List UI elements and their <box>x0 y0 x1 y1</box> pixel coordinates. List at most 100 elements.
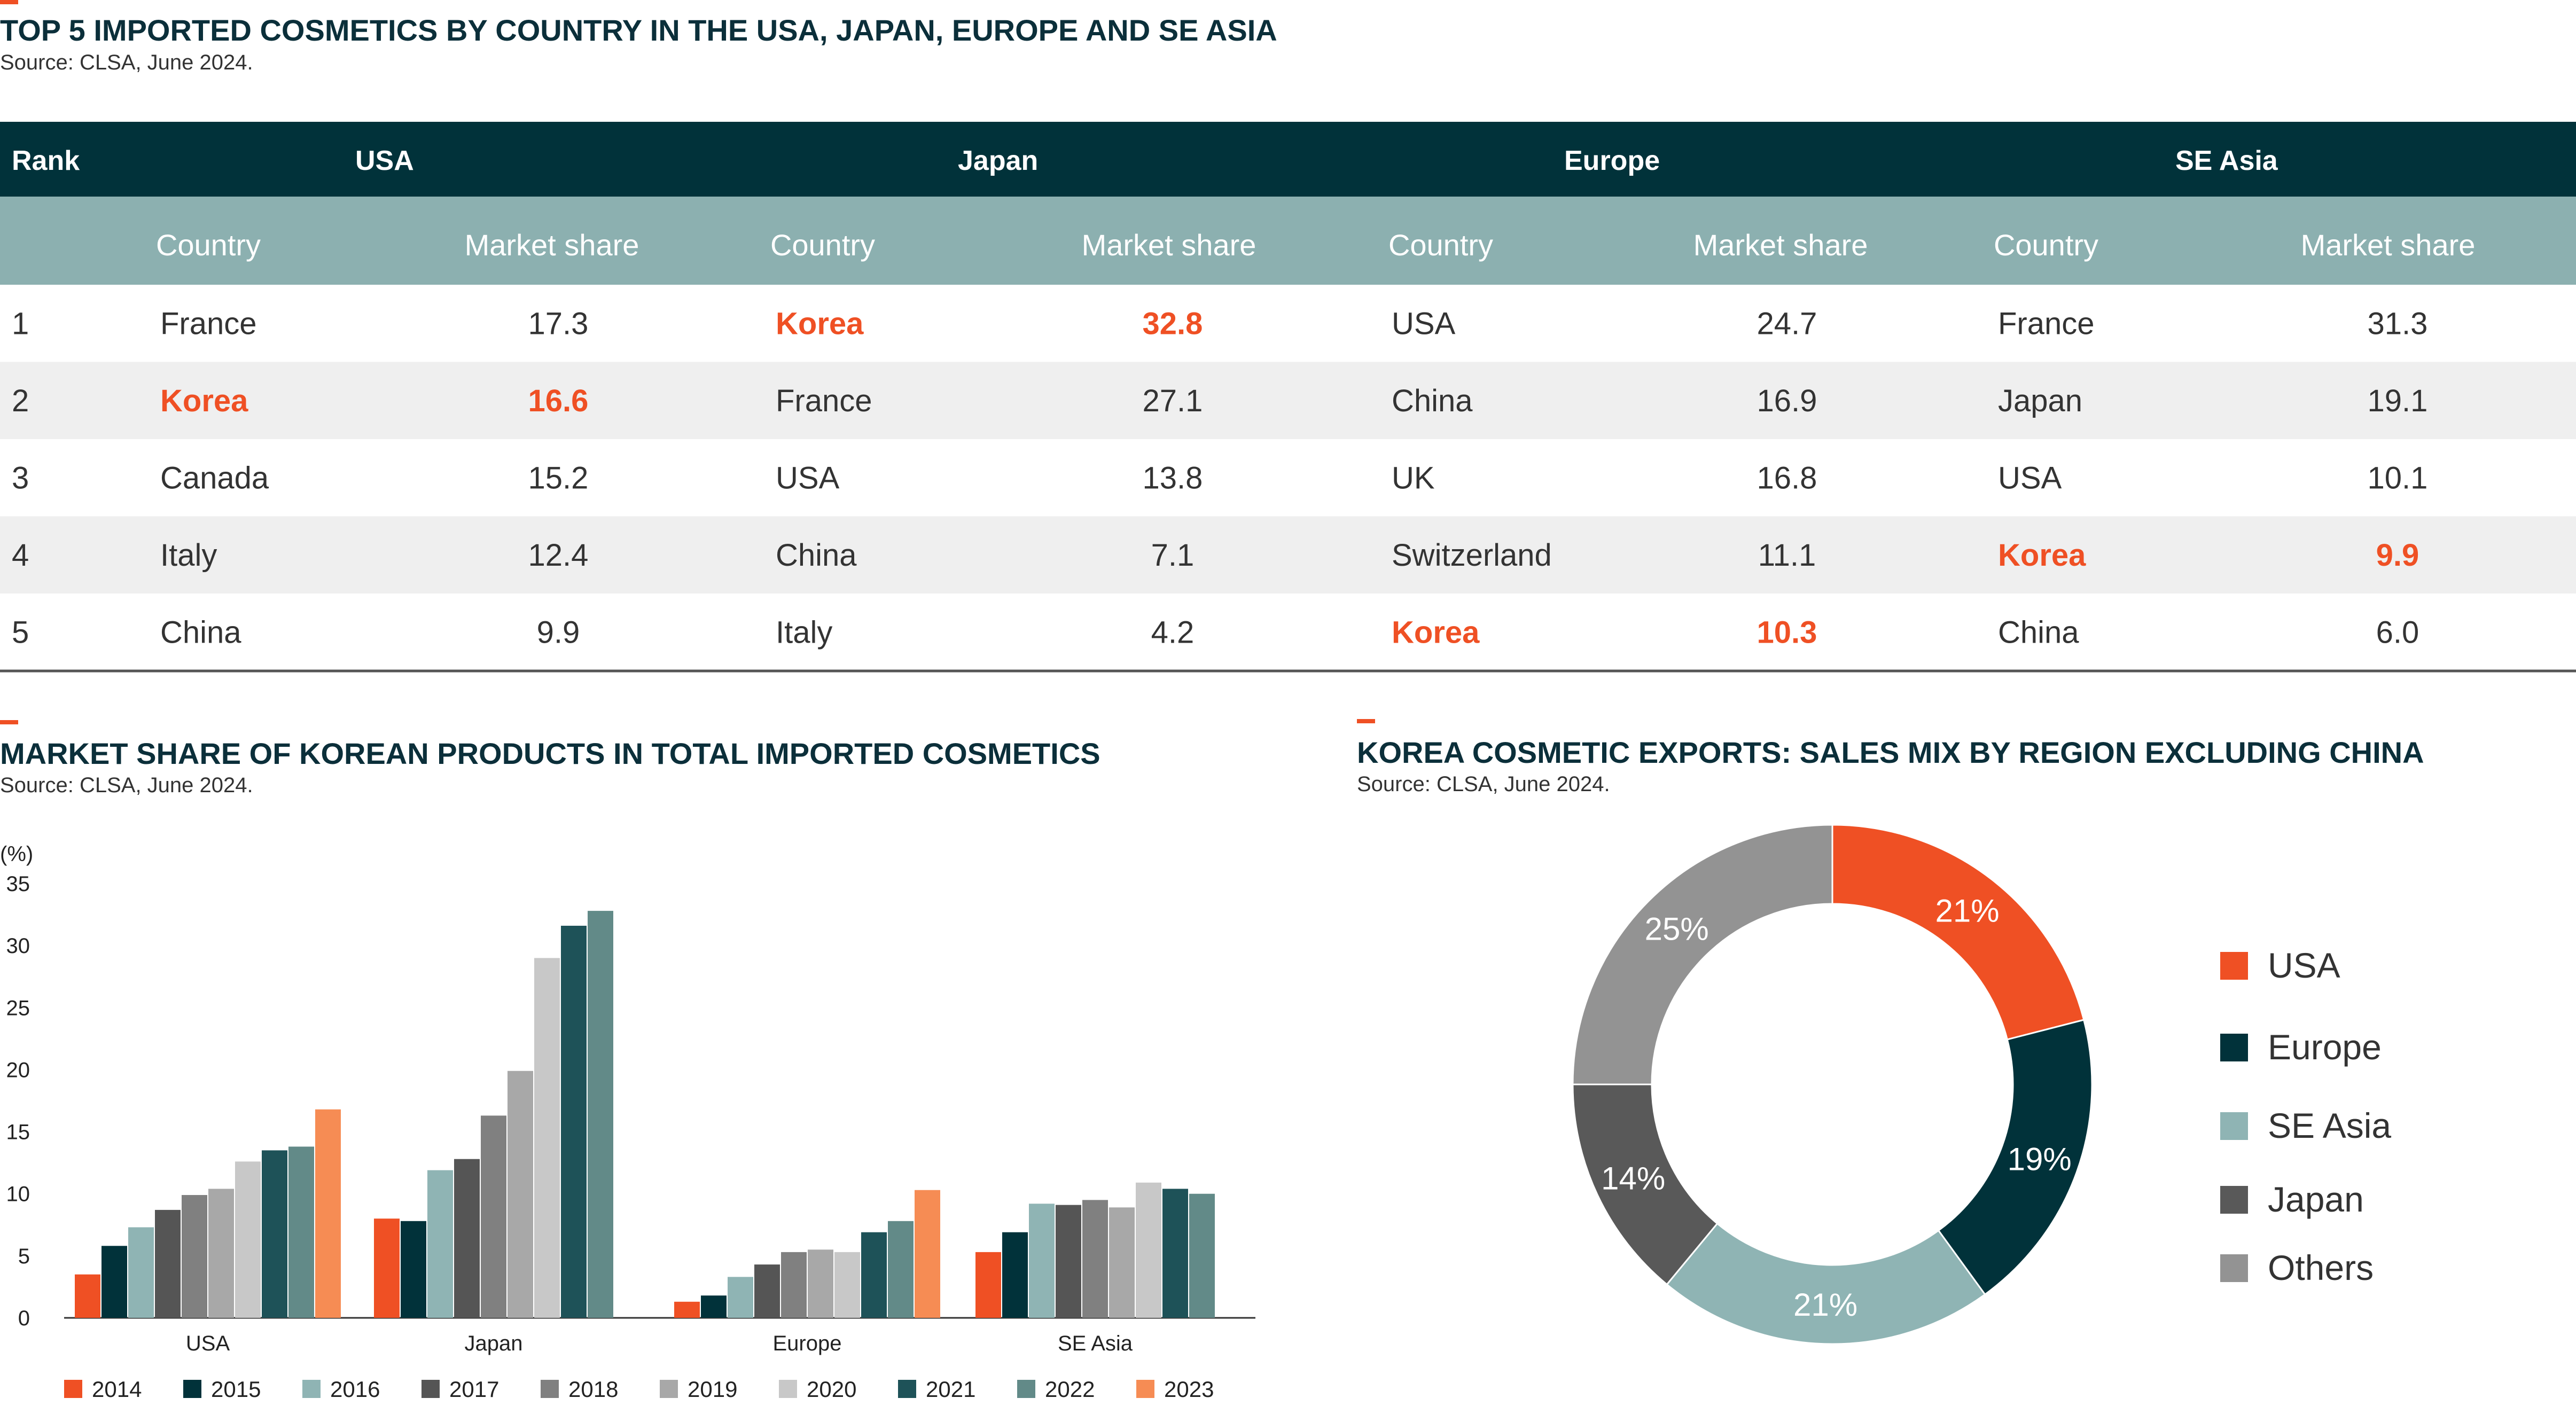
y-tick-label: 25 <box>6 996 30 1020</box>
bar-2019-se-asia <box>1109 1207 1135 1318</box>
legend-swatch <box>1136 1380 1154 1398</box>
table-country-cell: USA <box>1392 306 1456 341</box>
x-category-label: SE Asia <box>1058 1332 1133 1355</box>
bar-2021-se-asia <box>1162 1189 1188 1318</box>
bar-2021-usa <box>262 1150 287 1318</box>
donut-slice-label: 19% <box>2008 1142 2072 1177</box>
table-country-cell: USA <box>776 460 840 495</box>
table-share-cell: 32.8 <box>1143 306 1203 341</box>
donut-slice-se-asia <box>1666 1222 1986 1345</box>
bar-2018-europe <box>781 1252 807 1318</box>
bar-2016-europe <box>728 1277 753 1318</box>
legend-swatch <box>541 1380 559 1398</box>
region-header-usa: USA <box>355 145 414 176</box>
bar-2019-usa <box>208 1189 234 1318</box>
bar-2016-se-asia <box>1029 1204 1055 1318</box>
bar-2019-japan <box>508 1071 533 1318</box>
table-country-cell: Korea <box>776 306 864 341</box>
subheader-country-japan: Country <box>770 228 875 262</box>
x-category-label: USA <box>186 1332 230 1355</box>
table-rank-cell: 2 <box>12 384 29 418</box>
bar-2016-usa <box>128 1227 154 1318</box>
y-tick-label: 15 <box>6 1121 30 1144</box>
table-share-cell: 11.1 <box>1758 538 1816 573</box>
donut-legend-label: Japan <box>2268 1180 2364 1219</box>
subheader-share-japan: Market share <box>1082 228 1256 262</box>
bar-2014-europe <box>674 1301 700 1318</box>
table-country-cell: China <box>1392 384 1473 418</box>
bar-2019-europe <box>808 1249 833 1318</box>
bar-2018-se-asia <box>1082 1200 1108 1318</box>
table-country-cell: Italy <box>776 615 832 650</box>
bar-2017-usa <box>155 1209 181 1318</box>
table-country-cell: Korea <box>160 384 248 418</box>
table-country-cell: Switzerland <box>1392 538 1552 573</box>
donut-chart-title: KOREA COSMETIC EXPORTS: SALES MIX BY REG… <box>1357 736 2424 769</box>
legend-label: 2019 <box>688 1377 737 1402</box>
bar-2020-europe <box>834 1252 860 1318</box>
table-share-cell: 9.9 <box>537 615 580 650</box>
bar-2020-se-asia <box>1136 1182 1161 1318</box>
donut-slice-label: 21% <box>1793 1287 1857 1323</box>
table-share-cell: 13.8 <box>1143 460 1203 495</box>
bar-2020-usa <box>235 1161 261 1318</box>
donut-slice-usa <box>1831 824 2085 1041</box>
legend-swatch <box>302 1380 321 1398</box>
bar-title-accent <box>0 720 18 724</box>
bar-2022-se-asia <box>1189 1193 1215 1318</box>
donut-slice-label: 25% <box>1645 911 1709 947</box>
table-subheader-bar <box>0 197 2576 285</box>
bar-2015-usa <box>102 1246 127 1318</box>
bar-2015-europe <box>701 1295 727 1318</box>
x-category-label: Europe <box>773 1332 842 1355</box>
y-tick-label: 35 <box>6 872 30 896</box>
table-title-accent <box>0 0 18 4</box>
bar-2017-europe <box>754 1264 780 1318</box>
donut-legend-swatch <box>2220 1112 2248 1140</box>
y-tick-label: 5 <box>18 1245 30 1268</box>
table-share-cell: 16.9 <box>1757 384 1817 418</box>
donut-slice-label: 21% <box>1935 893 1999 928</box>
y-tick-label: 0 <box>18 1307 30 1330</box>
legend-label: 2022 <box>1045 1377 1095 1402</box>
table-share-cell: 10.3 <box>1757 615 1817 650</box>
legend-label: 2014 <box>92 1377 142 1402</box>
legend-label: 2021 <box>926 1377 975 1402</box>
table-row-band <box>0 362 2576 439</box>
donut-legend-label: SE Asia <box>2268 1106 2391 1145</box>
table-share-cell: 15.2 <box>528 460 589 495</box>
table-country-cell: Italy <box>160 538 217 573</box>
table-country-cell: Korea <box>1998 538 2086 573</box>
donut-legend-label: Others <box>2268 1248 2374 1287</box>
legend-swatch <box>64 1380 82 1398</box>
donut-chart-source: Source: CLSA, June 2024. <box>1357 772 1610 796</box>
table-share-cell: 24.7 <box>1757 306 1817 341</box>
donut-title-accent <box>1357 719 1375 723</box>
table-country-cell: France <box>160 306 257 341</box>
table-rank-cell: 1 <box>12 306 29 341</box>
donut-slice-label: 14% <box>1601 1160 1665 1196</box>
table-share-cell: 10.1 <box>2368 460 2428 495</box>
bar-2021-japan <box>561 925 587 1318</box>
bar-2021-europe <box>861 1232 887 1318</box>
table-share-cell: 19.1 <box>2368 384 2428 418</box>
subheader-share-europe: Market share <box>1693 228 1868 262</box>
bar-2017-japan <box>454 1159 480 1318</box>
table-share-cell: 17.3 <box>528 306 589 341</box>
bar-2023-usa <box>315 1109 341 1318</box>
region-header-japan: Japan <box>958 145 1038 176</box>
bar-chart-source: Source: CLSA, June 2024. <box>0 774 253 797</box>
bar-2015-japan <box>401 1221 426 1318</box>
bar-2014-se-asia <box>975 1252 1001 1318</box>
bar-2017-se-asia <box>1056 1205 1081 1318</box>
table-country-cell: China <box>1998 615 2079 650</box>
donut-legend-label: USA <box>2268 946 2340 985</box>
legend-label: 2016 <box>330 1377 380 1402</box>
table-country-cell: Korea <box>1392 615 1480 650</box>
table-country-cell: China <box>776 538 857 573</box>
x-category-label: Japan <box>465 1332 523 1355</box>
table-rank-cell: 4 <box>12 538 29 573</box>
bar-2018-japan <box>481 1115 506 1318</box>
table-rank-cell: 3 <box>12 460 29 495</box>
